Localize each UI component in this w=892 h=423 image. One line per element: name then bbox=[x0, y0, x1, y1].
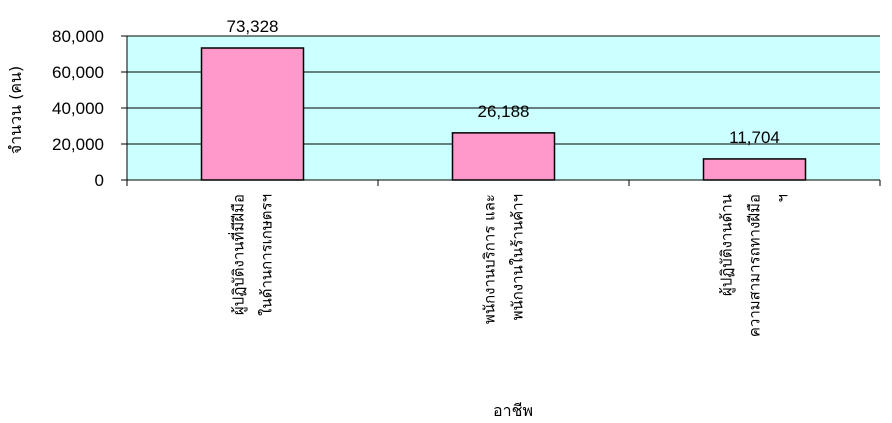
bar bbox=[451, 132, 556, 181]
y-tick-label: 0 bbox=[95, 171, 104, 190]
category-label-line: ผู้ปฏิบัติงานที่มีฝีมือ bbox=[228, 194, 248, 315]
category-label-line: ฯ bbox=[774, 194, 792, 202]
data-label: 73,328 bbox=[227, 17, 279, 36]
category-label: ผู้ปฏิบัติงานด้าน ความสามารถทางฝีมือ ฯ bbox=[718, 194, 792, 337]
category-label-line: พนักงานบริการ และ bbox=[481, 194, 499, 324]
category-label: พนักงานบริการ และ พนักงานในร้านค้าฯ bbox=[481, 194, 527, 324]
category-label-line: ผู้ปฏิบัติงานด้าน bbox=[718, 194, 736, 296]
bar bbox=[702, 158, 807, 181]
bar bbox=[200, 47, 305, 181]
category-label-line: พนักงานในร้านค้าฯ bbox=[509, 194, 527, 320]
category-label-line: ในด้านการเกษตรฯ bbox=[258, 194, 276, 316]
y-tick-label: 60,000 bbox=[52, 63, 104, 82]
x-axis-title: อาชีพ bbox=[493, 401, 533, 420]
y-axis-title: จำนวน (คน) bbox=[6, 66, 25, 154]
data-label: 26,188 bbox=[478, 102, 530, 121]
y-tick-label: 80,000 bbox=[52, 27, 104, 46]
category-label: ผู้ปฏิบัติงานที่มีฝีมือ ในด้านการเกษตรฯ bbox=[228, 194, 276, 316]
data-label: 11,704 bbox=[729, 128, 780, 147]
y-tick-label: 20,000 bbox=[52, 135, 104, 154]
y-tick-label: 40,000 bbox=[52, 99, 104, 118]
category-label-line: ความสามารถทางฝีมือ bbox=[746, 194, 764, 337]
